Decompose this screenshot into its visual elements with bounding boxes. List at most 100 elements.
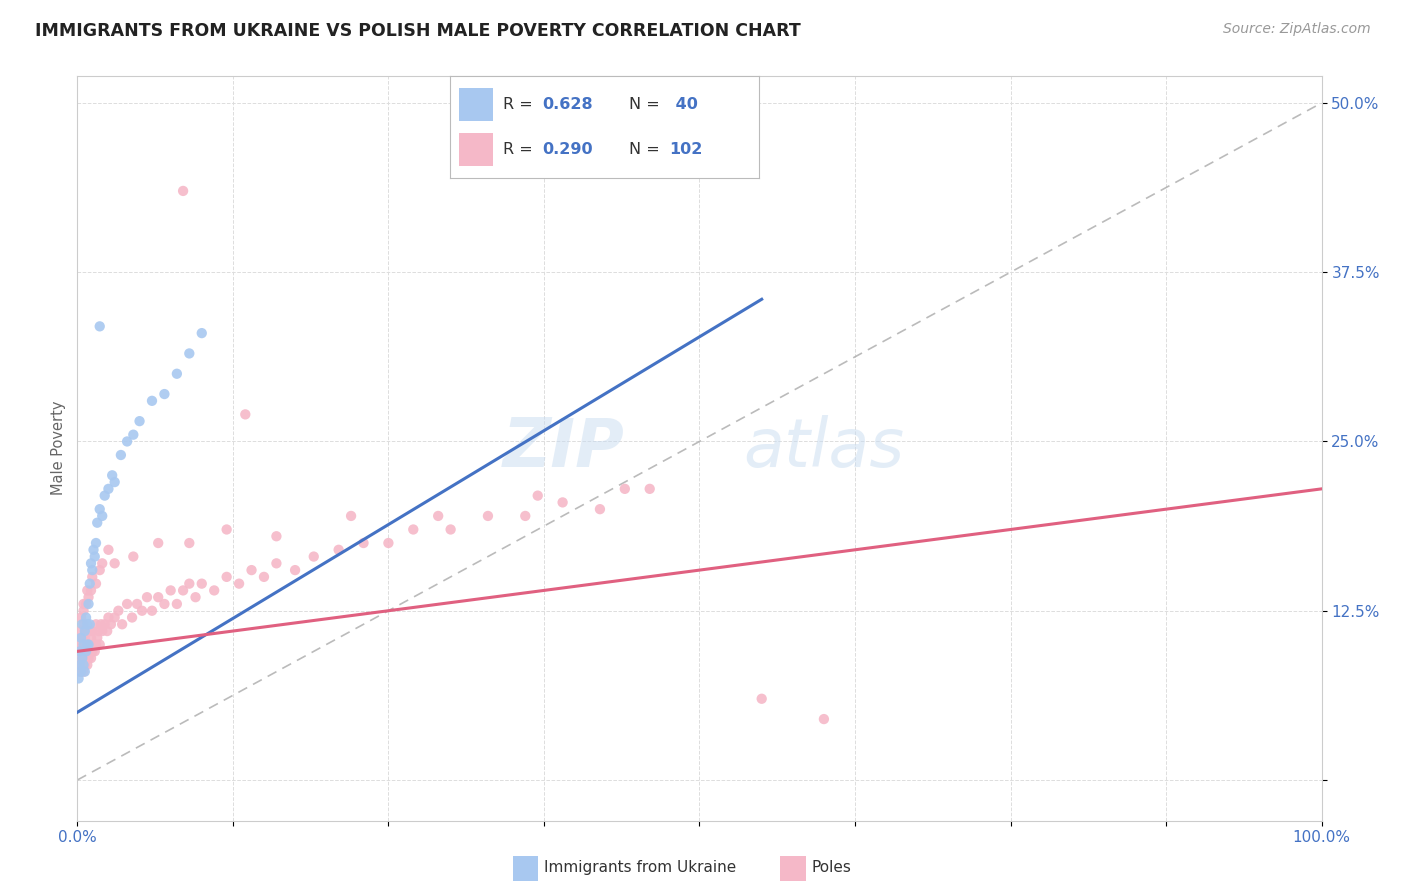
Bar [460,88,494,121]
Point [70,610,93,624]
Text: Source: ZipAtlas.com: Source: ZipAtlas.com [1223,22,1371,37]
Point [402,523,425,537]
Point [72,657,94,672]
Text: R =: R = [502,142,537,157]
Point [104,475,127,489]
Point [76,624,98,638]
Point [638,482,661,496]
Point [82,644,104,658]
Point [97,610,120,624]
Point [179,576,201,591]
Point [477,508,499,523]
Point [202,583,225,598]
Point [90,617,112,632]
Point [75,624,97,638]
Point [128,414,150,428]
Point [79,624,101,638]
Point [91,557,114,571]
Point [89,319,111,334]
Point [215,523,238,537]
Point [184,591,207,605]
Point [76,644,98,658]
Point [72,651,94,665]
Point [72,638,94,652]
Point [72,644,94,658]
Point [76,638,98,652]
Point [89,638,111,652]
Point [122,549,145,564]
Point [153,597,176,611]
Point [340,508,363,523]
Text: ZIP: ZIP [503,416,624,481]
Bar [460,133,494,166]
Point [83,638,105,652]
Point [72,617,94,632]
Point [73,624,96,638]
Point [77,638,100,652]
Point [91,508,114,523]
Point [70,631,93,645]
Point [82,624,104,638]
Point [93,489,115,503]
Point [84,638,107,652]
Point [69,638,91,652]
Point [191,576,214,591]
Point [172,583,194,598]
Point [172,184,194,198]
Point [141,393,163,408]
Point [72,665,94,679]
Point [79,644,101,658]
Point [526,489,548,503]
Point [76,617,98,632]
Text: 40: 40 [669,97,697,112]
Point [72,617,94,632]
Point [551,495,574,509]
Point [589,502,612,516]
Point [69,657,91,672]
Point [72,651,94,665]
Point [427,508,450,523]
Point [153,387,176,401]
Point [93,617,115,632]
Point [813,712,835,726]
Point [70,644,93,658]
Point [136,591,159,605]
Point [67,657,90,672]
Point [159,583,181,598]
Point [100,617,122,632]
Point [82,563,104,577]
Point [77,651,100,665]
Point [77,591,100,605]
Text: R =: R = [502,97,537,112]
Text: Immigrants from Ukraine: Immigrants from Ukraine [544,860,737,874]
Point [83,542,105,557]
Point [284,563,307,577]
Point [253,570,276,584]
Point [73,631,96,645]
Point [72,604,94,618]
Point [440,523,463,537]
Point [72,597,94,611]
Point [75,610,97,624]
Point [75,651,97,665]
Point [101,468,124,483]
Point [70,624,93,638]
Point [121,610,143,624]
Point [233,408,256,422]
Point [111,617,134,632]
Text: N =: N = [630,97,665,112]
Point [91,624,114,638]
Point [115,597,138,611]
Point [89,502,111,516]
Point [70,665,93,679]
Point [83,549,105,564]
Point [266,529,288,543]
Point [83,644,105,658]
Point [179,346,201,360]
Point [73,644,96,658]
Point [73,665,96,679]
Point [87,624,110,638]
Point [89,563,111,577]
Point [76,583,98,598]
Text: 102: 102 [669,142,703,157]
